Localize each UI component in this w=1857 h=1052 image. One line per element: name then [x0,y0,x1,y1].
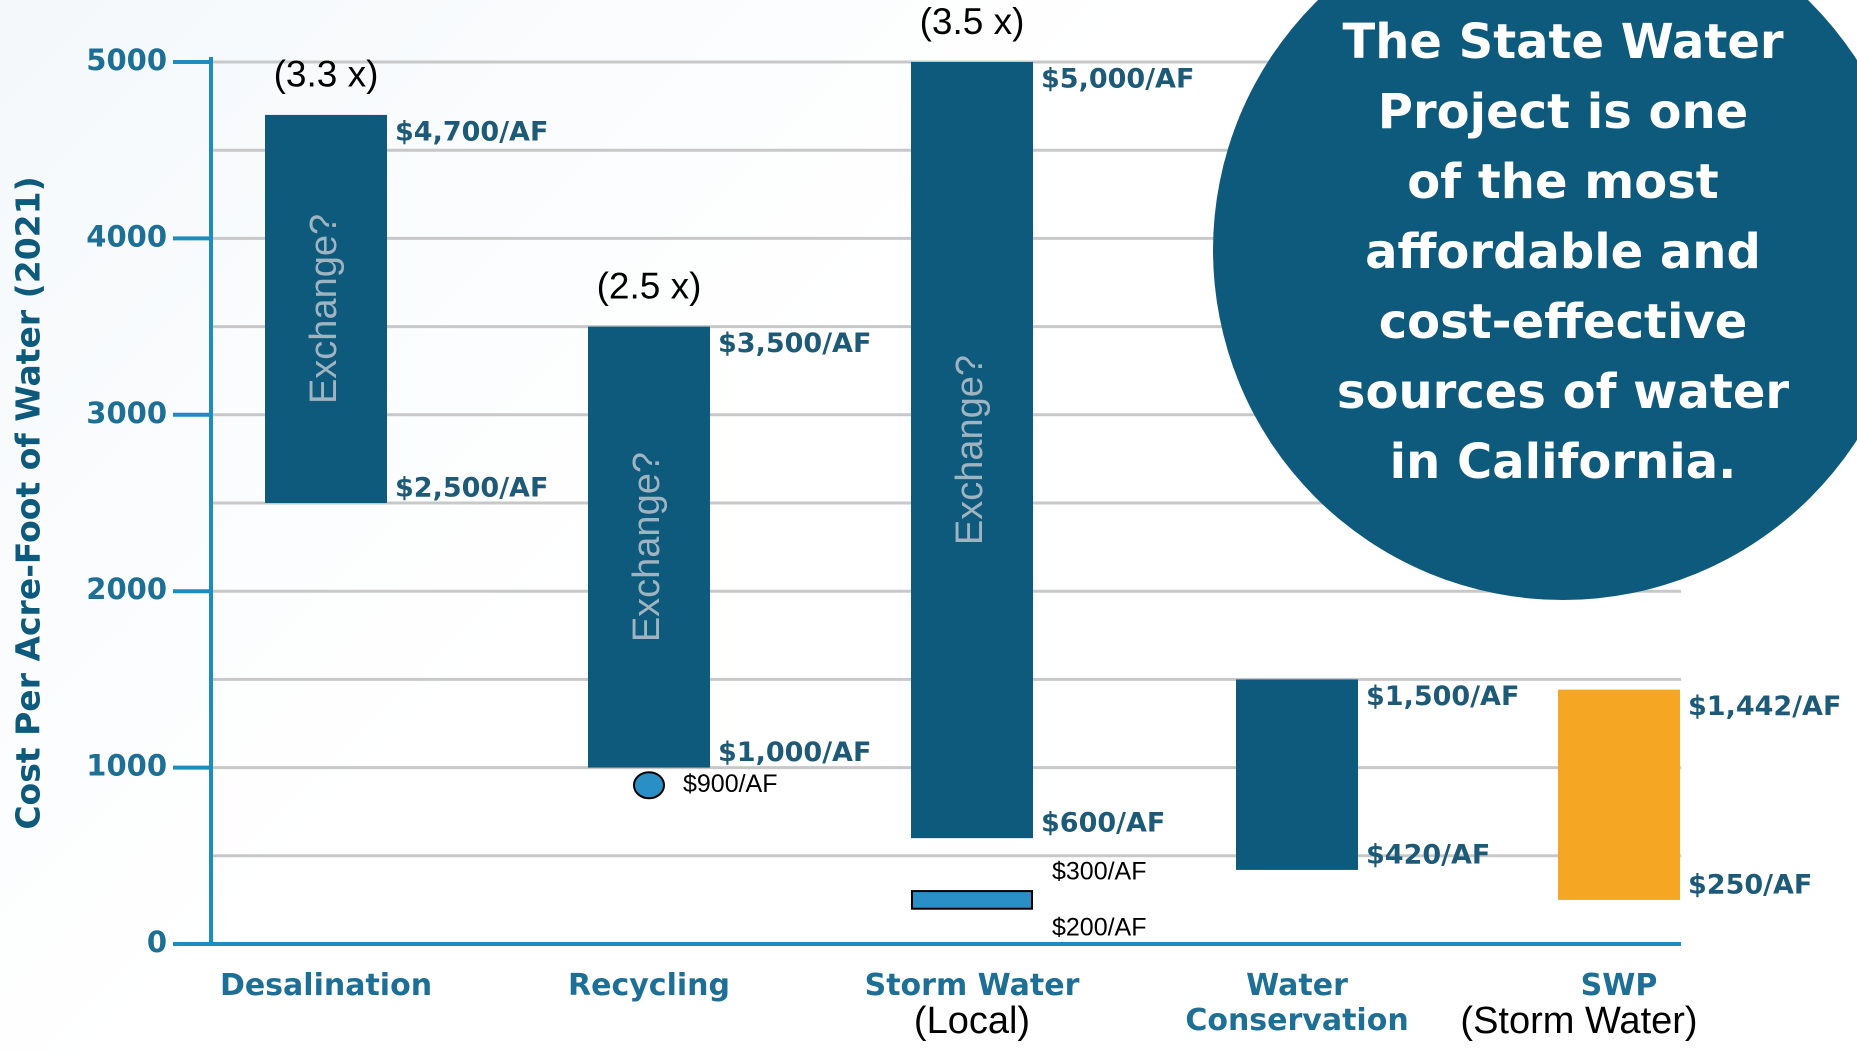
multiplier: (2.5 x) [597,265,702,306]
y-axis-label: Cost Per Acre-Foot of Water (2021) [9,176,48,829]
low-label: $1,000/AF [718,737,871,768]
range-bar [1236,679,1358,870]
callout-text: of the most [1407,154,1718,210]
range-bar [1558,689,1680,900]
callout-circle [1213,0,1857,600]
callout-text: The State Water [1342,14,1783,70]
callout-text: affordable and [1365,224,1761,280]
low-label: $250/AF [1688,869,1812,900]
callout-text: in California. [1390,434,1737,490]
small-range-bar [911,890,1033,910]
high-label: $5,000/AF [1041,64,1194,95]
point-label: $900/AF [683,770,778,798]
range-bar [588,326,710,768]
category-label: Recycling [568,968,730,1003]
low-label: $420/AF [1366,839,1490,870]
y-tick-label: 4000 [86,219,167,253]
range-bar [911,62,1033,839]
category-sublabel: (Storm Water) [1460,1000,1698,1042]
callout-text: Project is one [1378,84,1748,140]
high-label: $3,500/AF [718,328,871,359]
y-tick-label: 2000 [86,572,167,606]
y-tick-label: 0 [147,925,167,959]
multiplier: (3.3 x) [274,54,379,95]
low-label: $2,500/AF [395,473,548,504]
category-label: Water Conservation [1185,968,1409,1038]
small-range-low-label: $200/AF [1052,913,1147,941]
bar-text: Exchange? [303,214,345,404]
point [633,771,665,800]
high-label: $4,700/AF [395,116,548,147]
high-label: $1,442/AF [1688,691,1841,722]
bar-text: Exchange? [949,355,991,545]
category-label: SWP [1580,968,1658,1003]
callout-text: sources of water [1337,364,1789,420]
high-label: $1,500/AF [1366,681,1519,712]
category-label: Storm Water [864,968,1080,1003]
low-label: $600/AF [1041,808,1165,839]
small-range-high-label: $300/AF [1052,858,1147,886]
callout-text: cost-effective [1379,294,1748,350]
y-tick-label: 5000 [86,43,167,77]
bar-text: Exchange? [626,452,668,642]
category-sublabel: (Local) [913,1000,1031,1042]
range-bar [265,114,387,504]
category-label: Desalination [219,968,433,1003]
y-tick-label: 1000 [86,749,167,783]
y-tick-label: 3000 [86,396,167,430]
multiplier: (3.5 x) [920,1,1025,42]
